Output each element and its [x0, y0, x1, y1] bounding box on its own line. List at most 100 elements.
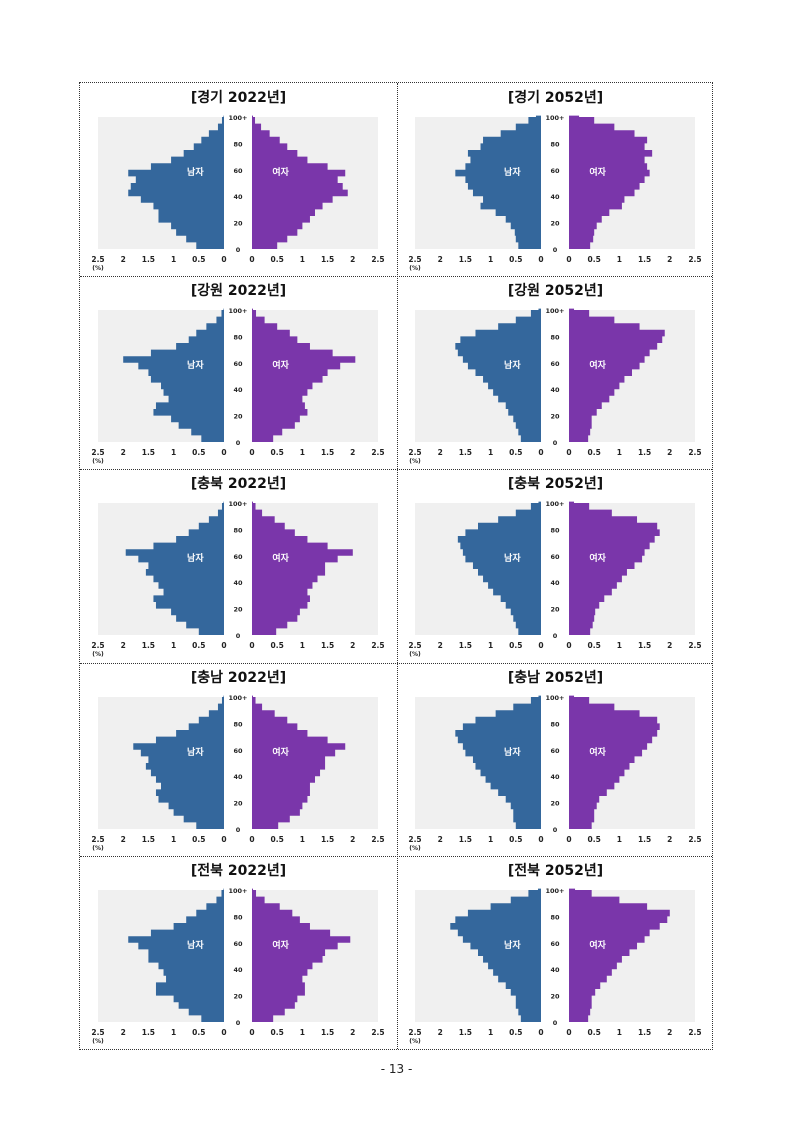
male-percent-tick-label: 2.5: [408, 835, 421, 844]
male-percent-tick-label: 0: [538, 255, 543, 264]
female-percent-tick-label: 0: [249, 641, 254, 650]
age-tick-label: 40: [550, 193, 560, 201]
age-tick-label: 40: [550, 580, 560, 588]
female-population-area: [251, 888, 351, 1022]
female-percent-tick-label: 2: [667, 448, 672, 457]
age-tick-label: 60: [233, 167, 243, 175]
age-tick-label: 20: [233, 220, 243, 228]
male-population-area: [123, 308, 225, 443]
female-series-label: 여자: [589, 939, 606, 951]
row-divider: [80, 855, 712, 857]
female-percent-tick-label: 2.5: [688, 255, 701, 264]
age-tick-label: 80: [550, 720, 560, 728]
age-tick-label: 80: [550, 140, 560, 148]
age-tick-label: 60: [550, 360, 560, 368]
age-tick-label: 20: [550, 992, 560, 1000]
male-percent-tick-label: 1.5: [142, 448, 155, 457]
male-series-label: 남자: [187, 552, 204, 564]
age-tick-label: 100+: [546, 694, 565, 702]
female-percent-tick-label: 0.5: [271, 835, 284, 844]
male-percent-tick-label: 0.5: [192, 835, 205, 844]
male-percent-tick-label: 2.5: [91, 641, 104, 650]
female-population-area: [568, 695, 660, 829]
male-series-label: 남자: [504, 552, 521, 564]
male-series-label: 남자: [504, 939, 521, 951]
male-percent-tick-label: 0: [538, 1028, 543, 1037]
female-percent-tick-label: 2: [667, 641, 672, 650]
male-series-label: 남자: [504, 746, 521, 758]
age-tick-label: 0: [236, 439, 241, 447]
male-percent-tick-label: 2.5: [408, 641, 421, 650]
chart-title: [경기 2052년]: [507, 90, 604, 106]
chart-title: [충북 2022년]: [190, 476, 287, 493]
age-tick-label: 100+: [546, 887, 565, 895]
male-percent-tick-label: 1.5: [459, 835, 472, 844]
male-percent-tick-label: 2: [438, 448, 443, 457]
male-percent-tick-label: 0: [221, 641, 226, 650]
male-population-area: [450, 888, 542, 1022]
male-percent-tick-label: 1.5: [459, 255, 472, 264]
female-percent-tick-label: 2: [667, 1028, 672, 1037]
male-percent-tick-label: 0.5: [192, 255, 205, 264]
chart-title: [강원 2022년]: [190, 283, 287, 300]
age-tick-label: 60: [233, 940, 243, 948]
age-tick-label: 0: [236, 1019, 241, 1027]
male-percent-tick-label: 2: [121, 835, 126, 844]
female-percent-tick-label: 2: [350, 641, 355, 650]
male-percent-tick-label: 2: [438, 641, 443, 650]
male-percent-tick-label: 1: [488, 255, 493, 264]
male-percent-tick-label: 2.5: [408, 1028, 421, 1037]
age-tick-label: 100+: [229, 500, 248, 508]
age-tick-label: 100+: [229, 307, 248, 315]
female-percent-tick-label: 1: [617, 1028, 622, 1037]
male-percent-tick-label: 2: [438, 1028, 443, 1037]
female-series-label: 여자: [272, 746, 289, 758]
age-tick-label: 20: [550, 799, 560, 807]
age-tick-label: 80: [550, 527, 560, 535]
male-percent-tick-label: 2: [121, 255, 126, 264]
female-percent-tick-label: 1: [617, 255, 622, 264]
male-percent-tick-label: 0.5: [509, 448, 522, 457]
age-tick-label: 60: [233, 746, 243, 754]
pyramid-chart: [충남 2052년] 남자 여자 0 20 40 60 80 100+ 0 0 0.5 0.5 1 1 1.5…: [397, 663, 714, 856]
pyramid-chart: [강원 2022년] 남자 여자 0 20 40 60 80 100+ 0 0 0.5 0.5 1 1 1.5…: [80, 276, 397, 469]
female-percent-tick-label: 2: [350, 835, 355, 844]
age-tick-label: 60: [550, 553, 560, 561]
male-percent-tick-label: 0.5: [192, 448, 205, 457]
male-percent-tick-label: 1.5: [142, 1028, 155, 1037]
female-percent-tick-label: 0.5: [271, 448, 284, 457]
pyramid-chart: [충남 2022년] 남자 여자 0 20 40 60 80 100+ 0 0 0.5 0.5 1 1 1.5…: [80, 663, 397, 856]
female-population-area: [568, 115, 653, 249]
male-percent-tick-label: 1.5: [142, 835, 155, 844]
chart-title: [충남 2022년]: [190, 669, 287, 686]
male-percent-tick-label: 1.5: [459, 1028, 472, 1037]
age-tick-label: 20: [550, 606, 560, 614]
chart-title: [충남 2052년]: [507, 669, 604, 686]
male-percent-tick-label: 1: [488, 641, 493, 650]
row-divider: [80, 662, 712, 664]
female-percent-tick-label: 1.5: [638, 255, 651, 264]
female-population-area: [251, 308, 356, 443]
male-percent-tick-label: 0: [221, 835, 226, 844]
male-percent-tick-label: 1: [171, 1028, 176, 1037]
female-percent-tick-label: 1.5: [321, 835, 334, 844]
male-percent-tick-label: 2: [438, 255, 443, 264]
male-series-label: 남자: [187, 746, 204, 758]
female-percent-tick-label: 1: [617, 448, 622, 457]
male-percent-tick-label: 2: [121, 641, 126, 650]
female-percent-tick-label: 0: [566, 448, 571, 457]
female-percent-tick-label: 0.5: [588, 1028, 601, 1037]
female-percent-tick-label: 0.5: [271, 1028, 284, 1037]
age-tick-label: 20: [233, 413, 243, 421]
female-percent-tick-label: 1.5: [638, 448, 651, 457]
chart-title: [전북 2022년]: [190, 862, 287, 879]
pyramid-chart: [경기 2022년] 남자 여자 0 20 40 60 80 100+ 0 0 0.5 0.5 1 1 1.5…: [80, 83, 397, 276]
female-percent-tick-label: 0: [249, 835, 254, 844]
female-percent-tick-label: 2.5: [371, 448, 384, 457]
female-percent-tick-label: 0: [566, 1028, 571, 1037]
female-percent-tick-label: 2.5: [688, 448, 701, 457]
